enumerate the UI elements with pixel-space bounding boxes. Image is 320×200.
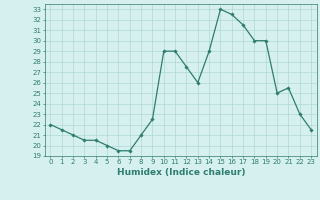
X-axis label: Humidex (Indice chaleur): Humidex (Indice chaleur)	[116, 168, 245, 177]
